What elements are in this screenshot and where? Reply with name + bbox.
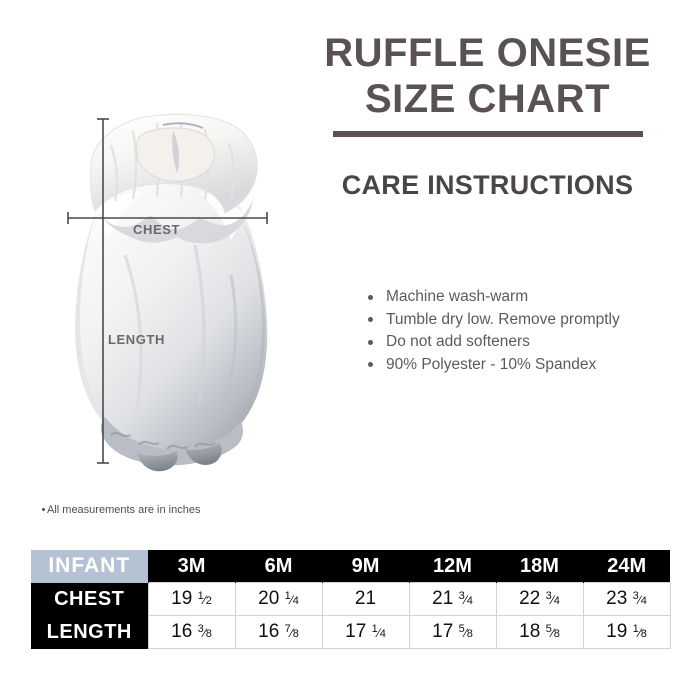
size-chart-table: INFANT 3M 6M 9M 12M 18M 24M CHEST 19 1⁄2…: [31, 550, 671, 649]
column-header-9m: 9M: [321, 550, 409, 583]
list-item: Do not add softeners: [368, 331, 678, 354]
leg-opening-left: [137, 451, 178, 472]
cell-length-3m: 16 3⁄8: [147, 615, 236, 649]
title-line-2: SIZE CHART: [365, 77, 610, 121]
care-item-text: 90% Polyester - 10% Spandex: [386, 355, 597, 373]
bullet-icon: [368, 317, 373, 322]
cell-chest-24m: 23 3⁄4: [582, 582, 671, 616]
list-item: Tumble dry low. Remove promptly: [368, 309, 678, 332]
care-instructions-list: Machine wash-warm Tumble dry low. Remove…: [368, 286, 678, 376]
garment-illustration: [45, 105, 290, 475]
cell-length-6m: 16 7⁄8: [234, 615, 323, 649]
table-row: LENGTH 16 3⁄8 16 7⁄8 17 1⁄4 17 5⁄8 18 5⁄…: [31, 615, 671, 649]
list-item: Machine wash-warm: [368, 286, 678, 309]
care-item-text: Machine wash-warm: [386, 288, 529, 305]
fabric-fold-3: [221, 274, 238, 406]
table-corner-label: INFANT: [31, 550, 148, 583]
table-row: CHEST 19 1⁄2 20 1⁄4 21 21 3⁄4 22 3⁄4 23 …: [31, 582, 671, 616]
chest-measure-label: CHEST: [133, 222, 181, 237]
column-header-18m: 18M: [495, 550, 583, 583]
armhole-left: [95, 191, 141, 239]
column-header-24m: 24M: [582, 550, 670, 583]
cell-chest-9m: 21: [321, 582, 410, 616]
measurement-footnote: All measurements are in inches: [42, 504, 200, 516]
cell-length-12m: 17 5⁄8: [408, 615, 497, 649]
table-header-row: INFANT 3M 6M 9M 12M 18M 24M: [31, 550, 670, 583]
collar-scallop-edge: [93, 199, 253, 244]
column-header-6m: 6M: [234, 550, 322, 583]
collar-band: [162, 122, 204, 129]
column-header-3m: 3M: [147, 550, 235, 583]
list-item: 90% Polyester - 10% Spandex: [368, 354, 678, 377]
length-measure-label: LENGTH: [108, 332, 166, 347]
care-item-text: Do not add softeners: [386, 333, 530, 350]
row-label-chest: CHEST: [31, 582, 148, 616]
bullet-icon: [368, 362, 373, 367]
cell-chest-3m: 19 1⁄2: [147, 582, 236, 616]
cell-length-9m: 17 1⁄4: [321, 615, 410, 649]
cell-chest-18m: 22 3⁄4: [495, 582, 584, 616]
care-item-text: Tumble dry low. Remove promptly: [386, 310, 620, 328]
bullet-icon: [368, 294, 373, 300]
onesie-body: [74, 177, 268, 452]
keyhole-back-opening: [172, 131, 180, 173]
title-divider: [332, 131, 643, 137]
care-instructions-heading: CARE INSTRUCTIONS: [341, 170, 634, 200]
cell-chest-6m: 20 1⁄4: [234, 582, 323, 616]
footnote-bullet-icon: [42, 508, 45, 511]
cell-length-24m: 19 1⁄8: [582, 615, 671, 649]
cell-length-18m: 18 5⁄8: [495, 615, 584, 649]
column-header-12m: 12M: [408, 550, 496, 583]
ruffle-gathers: [110, 432, 216, 450]
title-line-1: RUFFLE ONESIE: [324, 31, 651, 75]
fabric-fold-2: [193, 244, 206, 406]
page-title: RUFFLE ONESIE SIZE CHART: [300, 30, 675, 137]
row-label-length: LENGTH: [31, 615, 148, 649]
bullet-icon: [368, 339, 373, 345]
fabric-fold-1: [123, 254, 143, 412]
leg-opening-right: [185, 443, 222, 465]
footnote-text: All measurements are in inches: [47, 504, 201, 516]
cell-chest-12m: 21 3⁄4: [408, 582, 497, 616]
